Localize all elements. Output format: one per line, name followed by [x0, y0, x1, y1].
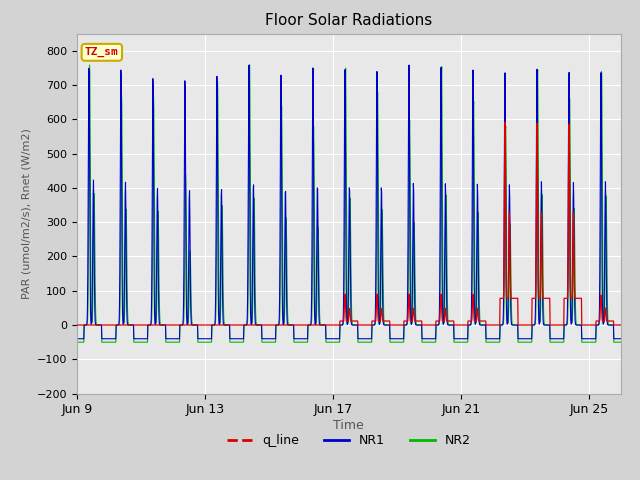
Y-axis label: PAR (umol/m2/s), Rnet (W/m2): PAR (umol/m2/s), Rnet (W/m2): [21, 128, 31, 299]
Text: TZ_sm: TZ_sm: [85, 47, 118, 58]
X-axis label: Time: Time: [333, 419, 364, 432]
Title: Floor Solar Radiations: Floor Solar Radiations: [265, 13, 433, 28]
Legend: q_line, NR1, NR2: q_line, NR1, NR2: [222, 429, 476, 452]
